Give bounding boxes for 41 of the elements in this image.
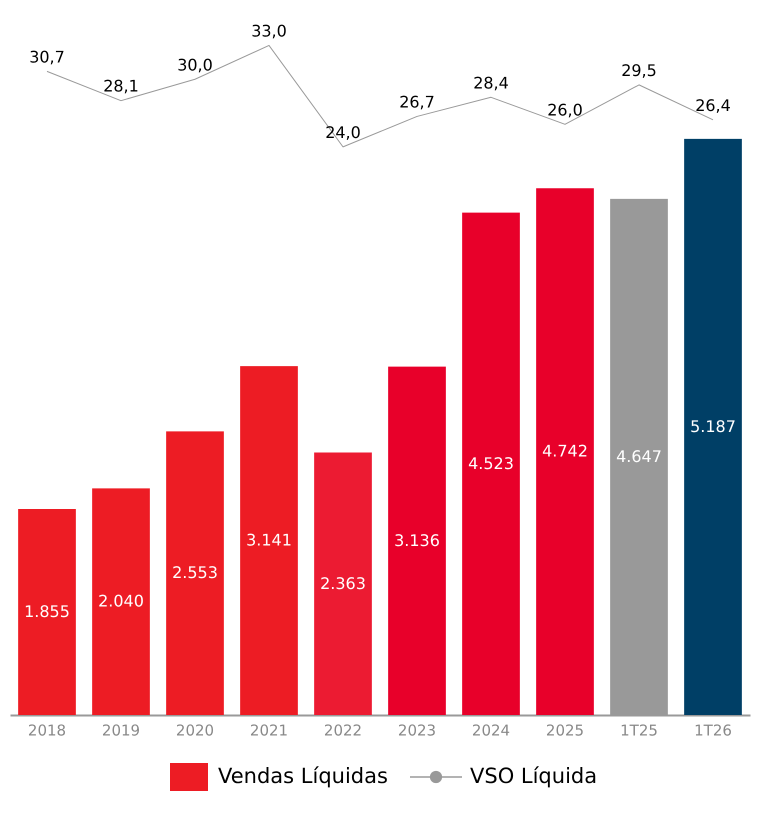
data-label: 33,0 (251, 21, 287, 40)
data-label: 4.647 (616, 446, 662, 466)
data-label: 1.855 (24, 602, 70, 621)
bar (388, 366, 446, 715)
x-tick-label: 2021 (250, 722, 288, 740)
x-tick-label: 1T26 (694, 722, 732, 740)
x-tick-label: 2022 (324, 722, 362, 740)
x-tick-label: 2020 (176, 722, 214, 740)
bar (536, 188, 594, 715)
data-label: 2.553 (172, 563, 218, 582)
data-label: 3.141 (246, 530, 292, 550)
x-tick-label: 2018 (28, 722, 66, 740)
x-tick-label: 2024 (472, 722, 510, 740)
data-label: 4.742 (542, 442, 588, 461)
data-label: 30,0 (177, 55, 213, 74)
legend-label: VSO Líquida (470, 764, 598, 788)
data-label: 28,1 (103, 76, 139, 96)
data-label: 2.040 (98, 592, 144, 611)
x-tick-label: 2019 (102, 722, 140, 740)
data-label: 26,4 (695, 96, 731, 115)
data-label: 30,7 (29, 47, 65, 66)
data-label: 26,7 (399, 92, 435, 112)
data-label: 24,0 (325, 122, 361, 142)
bar (18, 508, 76, 715)
x-tick-label: 2025 (546, 722, 584, 740)
x-tick-label: 1T25 (620, 722, 658, 740)
data-label: 5.187 (690, 416, 736, 436)
data-label: 2.363 (320, 574, 366, 593)
data-label: 29,5 (621, 60, 657, 80)
bar (166, 431, 224, 715)
bar (462, 212, 520, 715)
data-label: 3.136 (394, 530, 440, 550)
data-label: 28,4 (473, 73, 509, 92)
bar (684, 138, 742, 715)
bar (92, 488, 150, 715)
bar (314, 452, 372, 715)
data-label: 26,0 (547, 100, 583, 120)
data-label: 4.523 (468, 454, 514, 473)
x-tick-label: 2023 (398, 722, 436, 740)
bar (240, 366, 298, 715)
legend-label: Vendas Líquidas (218, 764, 388, 788)
